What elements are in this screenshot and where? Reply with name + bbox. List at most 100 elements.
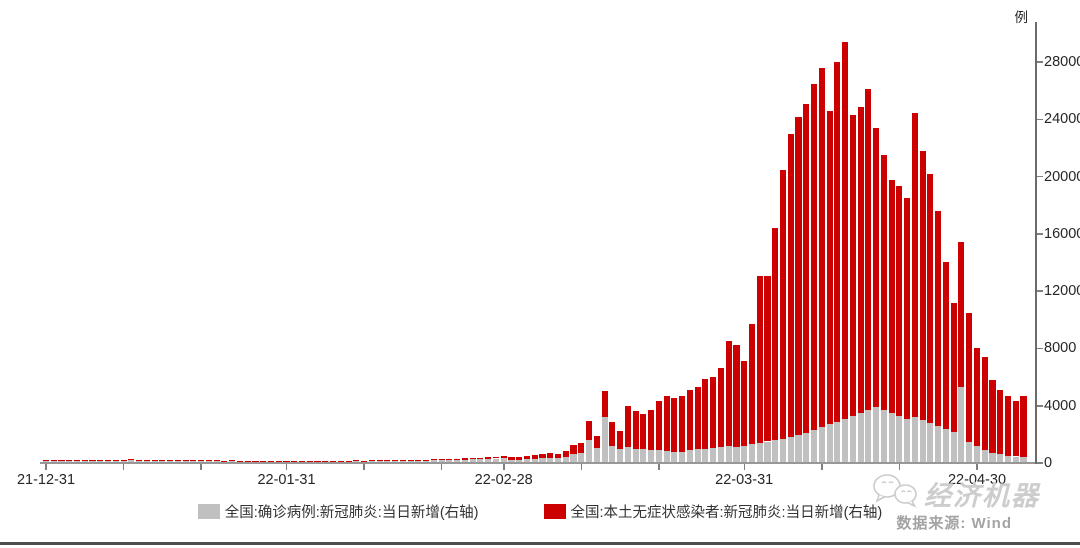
brand-logo-text: 经济机器 xyxy=(924,481,1040,511)
asymptomatic-bar xyxy=(58,460,65,461)
x-axis-tick xyxy=(45,464,47,470)
y-axis-tick-label: 16000 xyxy=(1044,225,1080,242)
x-axis-tick xyxy=(503,464,505,470)
asymptomatic-bar xyxy=(570,445,577,454)
confirmed-bar xyxy=(562,456,569,463)
confirmed-bar xyxy=(384,460,391,463)
asymptomatic-bar xyxy=(756,276,763,443)
x-axis-tick-label: 21-12-31 xyxy=(16,472,76,488)
confirmed-legend-swatch-icon xyxy=(197,504,220,519)
asymptomatic-bar xyxy=(873,128,880,408)
x-axis-line xyxy=(40,462,1037,464)
asymptomatic-bar xyxy=(849,115,856,416)
y-axis-tick-label: 8000 xyxy=(1044,340,1077,357)
x-axis-tick-label: 22-02-28 xyxy=(474,472,533,488)
asymptomatic-bar xyxy=(446,458,453,460)
asymptomatic-bar xyxy=(686,390,693,451)
confirmed-bar xyxy=(942,428,949,463)
confirmed-bar xyxy=(120,460,127,463)
legend-label-confirmed: 全国:确诊病例:新冠肺炎:当日新增(右轴) xyxy=(224,505,479,521)
confirmed-bar xyxy=(935,425,942,463)
confirmed-bar xyxy=(966,441,973,463)
y-axis-tick-label: 28000 xyxy=(1044,54,1080,70)
asymptomatic-bar xyxy=(989,380,996,453)
confirmed-bar xyxy=(229,460,236,463)
asymptomatic-bar xyxy=(384,460,391,461)
x-axis-tick xyxy=(285,464,288,470)
asymptomatic-bar xyxy=(772,228,779,441)
confirmed-bar xyxy=(873,407,880,463)
confirmed-bar xyxy=(58,460,65,463)
asymptomatic-bar xyxy=(578,442,585,453)
x-axis-tick xyxy=(743,464,745,470)
asymptomatic-bar xyxy=(640,414,647,450)
confirmed-bar xyxy=(469,459,476,463)
asymptomatic-bar xyxy=(105,459,112,461)
asymptomatic-bar xyxy=(648,410,655,450)
confirmed-bar xyxy=(586,440,593,463)
confirmed-bar xyxy=(143,460,150,463)
asymptomatic-bar xyxy=(399,460,406,461)
confirmed-bar xyxy=(547,457,554,463)
confirmed-bar xyxy=(454,459,461,463)
confirmed-bar xyxy=(1012,456,1019,463)
y-axis-tick xyxy=(1036,233,1043,235)
asymptomatic-bar xyxy=(702,378,709,449)
asymptomatic-bar xyxy=(632,411,639,449)
confirmed-bar xyxy=(764,441,771,463)
asymptomatic-bar xyxy=(120,459,127,461)
asymptomatic-bar xyxy=(919,150,926,420)
confirmed-bar xyxy=(927,422,934,463)
confirmed-bar xyxy=(849,415,856,463)
confirmed-bar xyxy=(663,451,670,463)
x-axis-tick xyxy=(821,464,823,470)
confirmed-bar xyxy=(112,460,119,463)
confirmed-bar xyxy=(904,418,911,463)
asymptomatic-bar xyxy=(671,398,678,452)
confirmed-bar xyxy=(593,448,600,463)
asymptomatic-bar xyxy=(904,198,911,419)
asymptomatic-bar xyxy=(717,368,724,447)
confirmed-bar xyxy=(213,460,220,463)
confirmed-bar xyxy=(531,458,538,463)
asymptomatic-bar xyxy=(562,451,569,457)
confirmed-bar xyxy=(601,416,608,463)
asymptomatic-bar xyxy=(415,459,422,461)
confirmed-bar xyxy=(818,427,825,463)
asymptomatic-bar xyxy=(73,459,81,461)
asymptomatic-bar xyxy=(710,377,717,448)
confirmed-bar xyxy=(989,453,996,463)
asymptomatic-bar xyxy=(508,457,515,460)
confirmed-bar xyxy=(73,460,81,463)
confirmed-bar xyxy=(430,460,437,463)
confirmed-bar xyxy=(50,460,57,463)
asymptomatic-bar xyxy=(368,460,375,461)
asymptomatic-bar xyxy=(136,459,143,461)
confirmed-bar xyxy=(810,430,818,463)
asymptomatic-bar xyxy=(826,111,833,425)
asymptomatic-bar xyxy=(190,460,197,461)
bottom-divider xyxy=(0,542,1080,545)
asymptomatic-bar xyxy=(423,459,430,461)
wechat-icon xyxy=(872,472,920,515)
x-axis-tick xyxy=(658,464,660,470)
asymptomatic-bar xyxy=(50,459,57,461)
y-axis-tick xyxy=(1036,347,1043,350)
confirmed-bar xyxy=(97,460,104,463)
x-axis-tick xyxy=(898,464,901,470)
confirmed-bar xyxy=(66,460,73,463)
asymptomatic-bar xyxy=(213,460,220,461)
asymptomatic-bar xyxy=(733,345,740,447)
confirmed-bar xyxy=(640,449,647,463)
asymptomatic-bar xyxy=(430,459,437,461)
confirmed-bar xyxy=(826,424,833,463)
confirmed-bar xyxy=(399,460,406,463)
confirmed-bar xyxy=(485,458,492,463)
asymptomatic-bar xyxy=(469,457,476,460)
asymptomatic-bar xyxy=(787,133,794,438)
confirmed-bar xyxy=(554,458,562,463)
asymptomatic-bar xyxy=(601,391,608,417)
confirmed-bar xyxy=(671,451,678,463)
